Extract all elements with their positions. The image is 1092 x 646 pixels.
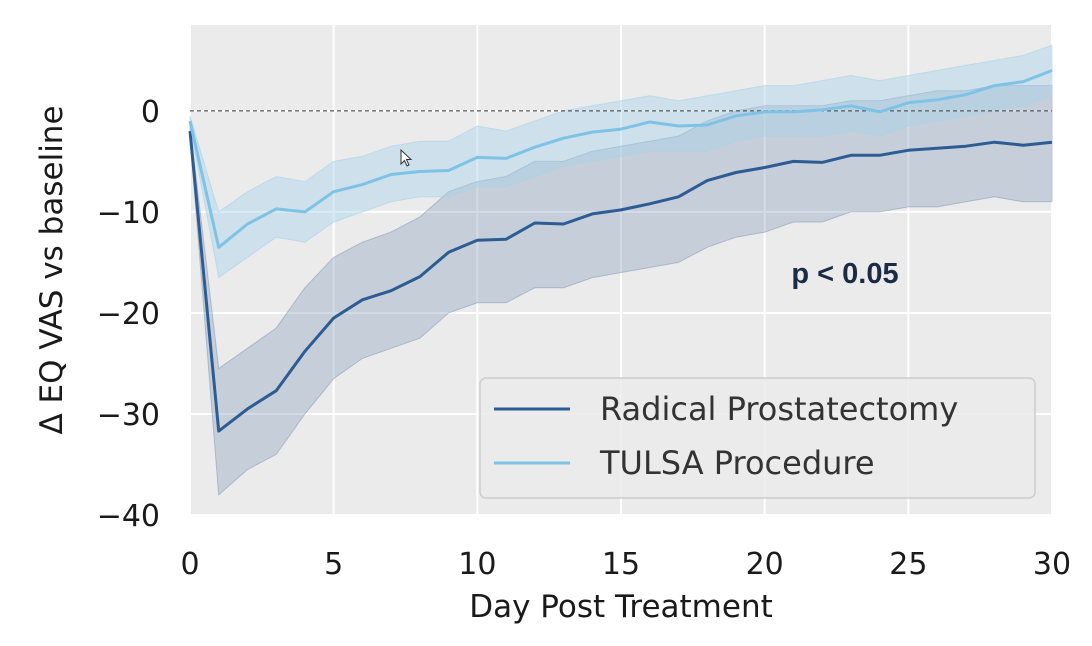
x-tick-label: 15 — [602, 547, 640, 582]
x-tick-label: 10 — [458, 547, 496, 582]
x-axis-title: Day Post Treatment — [469, 589, 773, 625]
series-line-radical-prostatectomy — [188, 130, 1053, 433]
legend-label-radical-prostatectomy: Radical Prostatectomy — [600, 390, 958, 428]
x-tick-label: 25 — [889, 547, 927, 582]
confidence-bands — [189, 44, 1053, 496]
x-tick-label: 20 — [746, 547, 784, 582]
x-tick-label: 5 — [324, 547, 343, 582]
legend: Radical Prostatectomy TULSA Procedure — [479, 377, 1036, 499]
y-tick-label: −40 — [97, 499, 160, 534]
mouse-cursor-icon — [400, 148, 413, 167]
y-tick-label: −20 — [97, 297, 160, 332]
y-tick-label: 0 — [141, 95, 160, 130]
legend-label-tulsa-procedure: TULSA Procedure — [599, 444, 875, 482]
confidence-band-tulsa-procedure — [189, 44, 1053, 279]
x-tick-label: 30 — [1033, 547, 1071, 582]
p-value-annotation: p < 0.05 — [791, 258, 898, 290]
y-tick-label: −30 — [97, 398, 160, 433]
confidence-band-radical-prostatectomy — [189, 85, 1053, 496]
y-axis-title: Δ EQ VAS vs baseline — [34, 105, 70, 434]
series-line-tulsa-procedure — [188, 69, 1053, 249]
series-lines — [188, 69, 1053, 433]
legend-box — [479, 377, 1036, 499]
y-tick-labels: 0 −10 −20 −30 −40 — [97, 95, 160, 534]
x-tick-labels: 0 5 10 15 20 25 30 — [180, 547, 1071, 582]
x-tick-label: 0 — [180, 547, 199, 582]
y-tick-label: −10 — [97, 196, 160, 231]
